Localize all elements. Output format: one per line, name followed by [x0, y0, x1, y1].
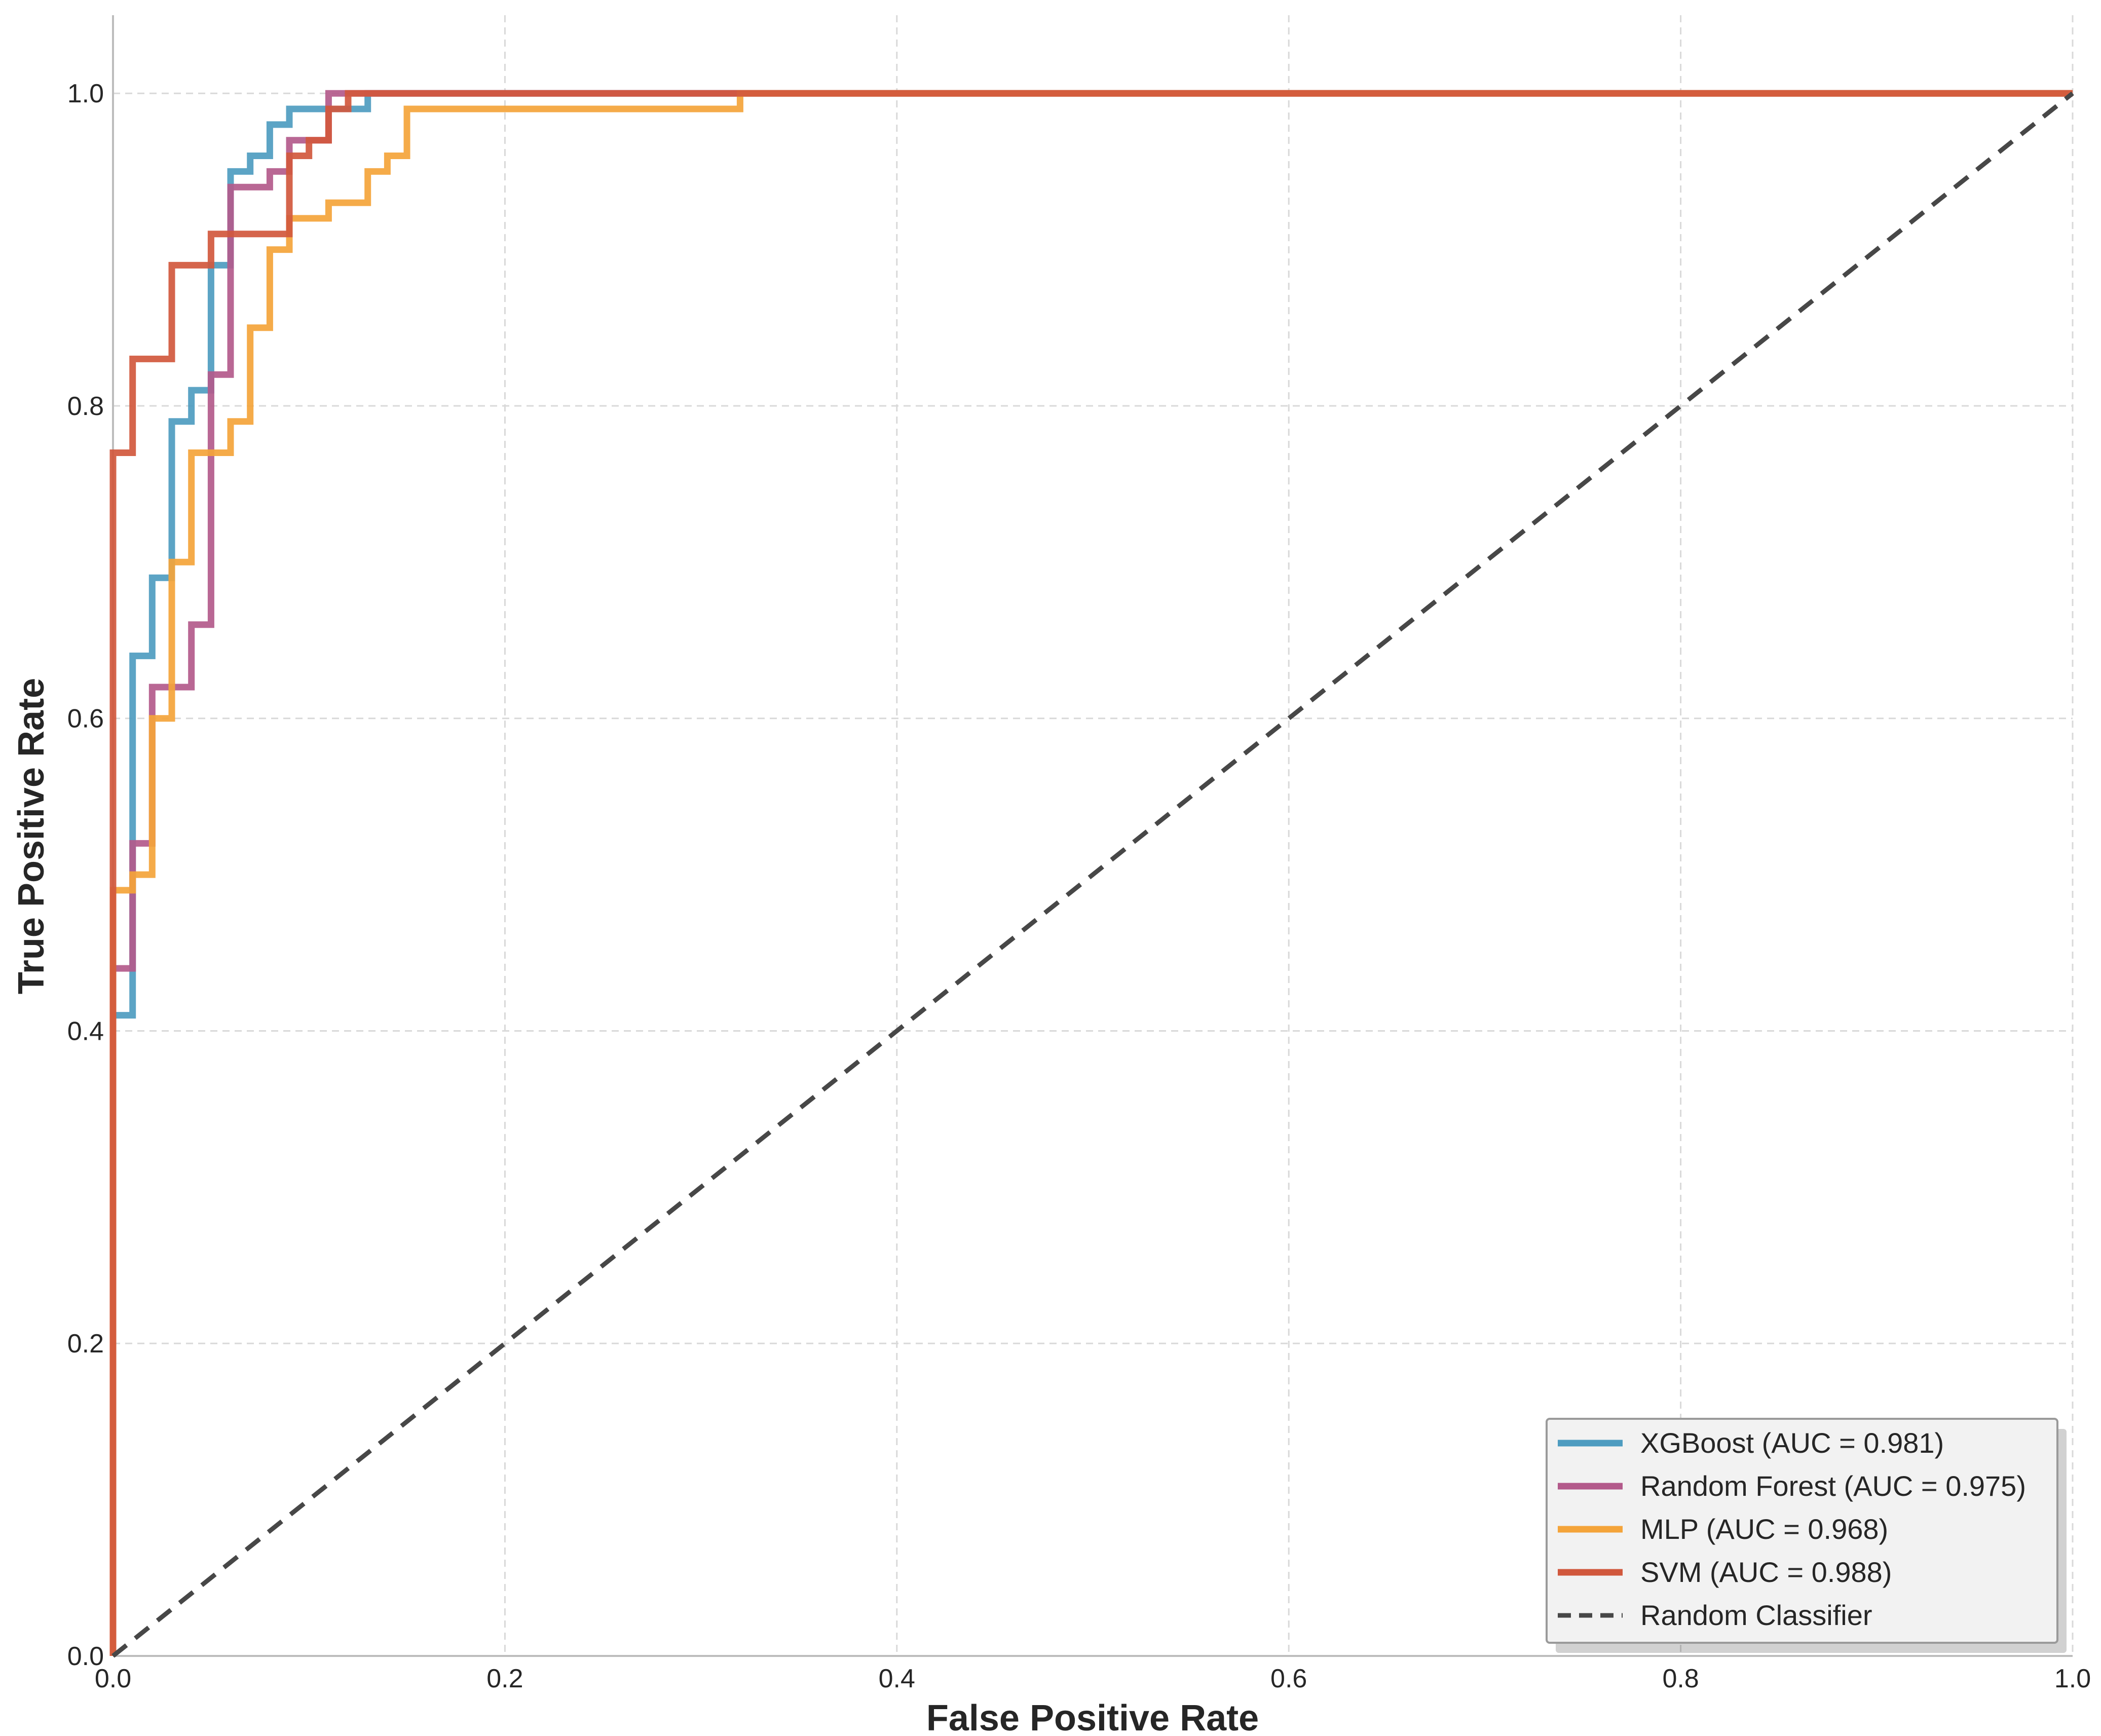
legend-label: Random Forest (AUC = 0.975): [1640, 1470, 2026, 1502]
series-line-mlp: [109, 90, 2073, 1656]
y-tick-label: 0.8: [67, 392, 104, 421]
x-tick-label: 0.8: [1662, 1664, 1699, 1693]
x-tick-label: 0.0: [95, 1664, 131, 1693]
y-tick-label: 0.6: [67, 704, 104, 734]
x-tick-label: 0.2: [486, 1664, 523, 1693]
y-tick-label: 0.0: [67, 1642, 104, 1671]
x-axis-label: False Positive Rate: [926, 1698, 1259, 1736]
x-tick-label: 0.4: [879, 1664, 915, 1693]
x-tick-label: 0.6: [1270, 1664, 1307, 1693]
legend-items: XGBoost (AUC = 0.981) Random Forest (AUC …: [1558, 1427, 2026, 1631]
y-tick-label: 0.2: [67, 1329, 104, 1358]
legend-box: [1546, 1418, 2058, 1644]
legend-label: XGBoost (AUC = 0.981): [1640, 1427, 1944, 1459]
legend-label: MLP (AUC = 0.968): [1640, 1513, 1888, 1545]
x-tick-label: 1.0: [2054, 1664, 2091, 1693]
y-tick-label: 0.4: [67, 1016, 104, 1046]
series-line-random-forest: [109, 90, 2073, 1656]
series-lines: [109, 90, 2074, 1658]
legend-label: Random Classifier: [1640, 1599, 1872, 1631]
legend: XGBoost (AUC = 0.981) Random Forest (AUC …: [1546, 1418, 2067, 1653]
y-axis-label: True Positive Rate: [11, 678, 52, 994]
y-tick-labels: 0.0 0.2 0.4 0.6 0.8 1.0: [67, 79, 104, 1671]
x-tick-labels: 0.0 0.2 0.4 0.6 0.8 1.0: [95, 1664, 2091, 1693]
legend-label: SVM (AUC = 0.988): [1640, 1556, 1892, 1588]
series-line-svm: [109, 90, 2073, 1656]
y-tick-label: 1.0: [67, 79, 104, 108]
series-line-random-classifier: [111, 91, 2074, 1658]
